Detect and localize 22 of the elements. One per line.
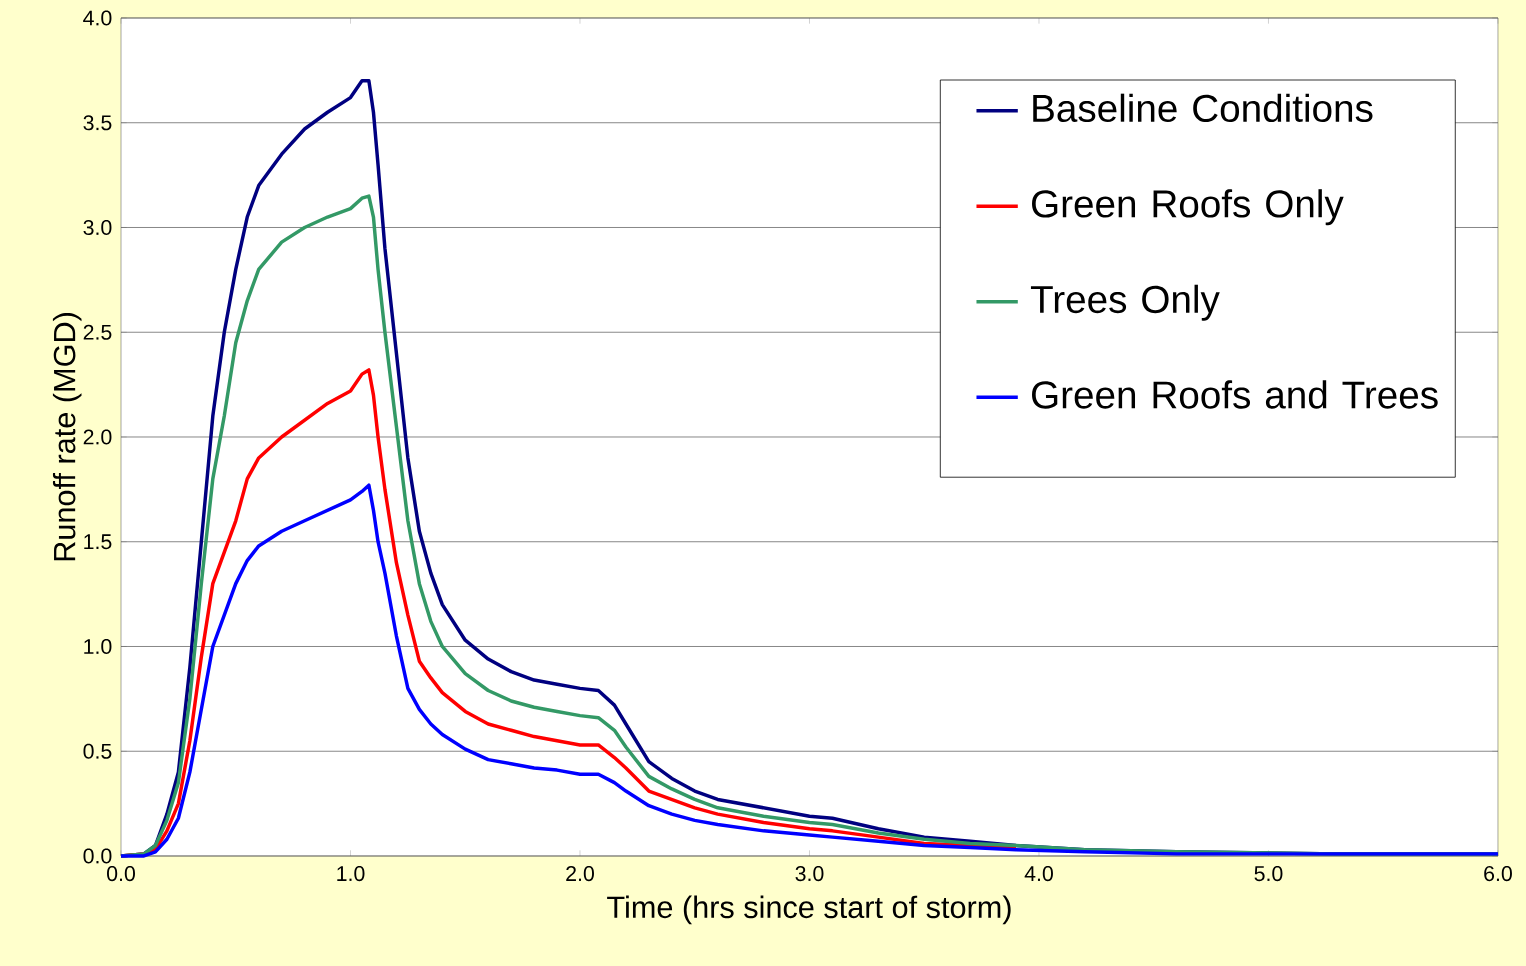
x-tick-label: 0.0 — [107, 866, 135, 882]
y-tick-label: 2.5 — [83, 324, 112, 340]
y-axis-title: Runoff rate (MGD) — [52, 313, 82, 561]
y-tick-label: 3.0 — [83, 219, 112, 236]
y-tick-label: 2.0 — [83, 429, 112, 445]
y-tick-label: 0.0 — [83, 848, 112, 864]
x-tick-label: 1.0 — [337, 866, 365, 882]
x-tick-label: 2.0 — [566, 866, 594, 882]
x-tick-label: 5.0 — [1254, 866, 1283, 882]
y-tick-label: 1.0 — [84, 638, 112, 655]
y-tick-label: 3.5 — [83, 115, 112, 131]
legend-label: Baseline Conditions — [1033, 93, 1373, 123]
legend-label: Green Roofs Only — [1032, 189, 1344, 226]
legend-label: Green Roofs and Trees — [1032, 380, 1438, 409]
y-tick-label: 1.5 — [84, 534, 112, 550]
x-axis-title: Time (hrs since start of storm) — [607, 895, 1011, 925]
y-tick-label: 0.5 — [83, 743, 112, 759]
legend-label: Trees Only — [1030, 284, 1220, 321]
y-tick-label: 4.0 — [83, 10, 112, 26]
x-tick-label: 4.0 — [1024, 866, 1053, 882]
x-tick-label: 3.0 — [795, 866, 824, 882]
x-tick-label: 6.0 — [1484, 866, 1512, 882]
